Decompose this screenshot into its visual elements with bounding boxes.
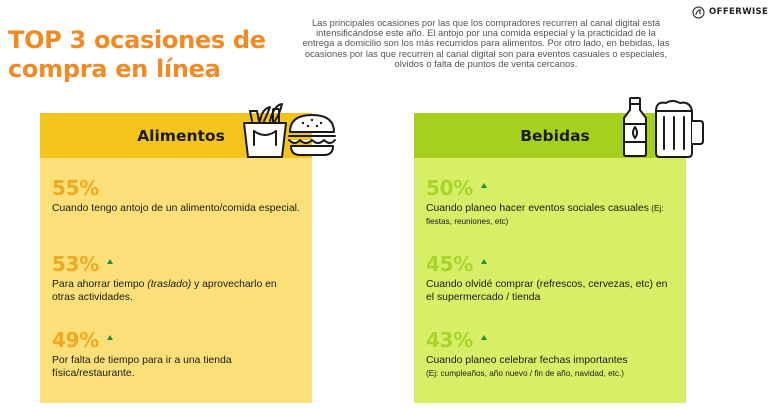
brand-logo: OFFERWISE: [692, 4, 768, 20]
stat-percent: 50%: [426, 176, 473, 200]
stat-description: Cuando olvidé comprar (refrescos, cervez…: [426, 279, 668, 303]
stat-description: Por falta de tiempo para ir a una tienda…: [52, 355, 232, 379]
bebidas-panel: Bebidas 50% Cuando planeo hacer eventos …: [414, 113, 686, 403]
trend-up-icon: [106, 258, 113, 264]
stat-description: Para ahorrar tiempo (traslado) y aprovec…: [52, 279, 277, 303]
brand-name: OFFERWISE: [709, 7, 769, 17]
bebidas-stat-2: 45% Cuando olvidé comprar (refrescos, ce…: [426, 251, 676, 304]
stat-percent: 53%: [52, 252, 99, 276]
bebidas-heading: Bebidas: [520, 126, 590, 145]
bebidas-stat-3: 43% Cuando planeo celebrar fechas import…: [426, 327, 676, 380]
intro-text: Las principales ocasiones por las que lo…: [302, 17, 670, 69]
stat-percent: 45%: [426, 252, 473, 276]
alimentos-stat-2: 53% Para ahorrar tiempo (traslado) y apr…: [52, 251, 302, 304]
stat-percent: 55%: [52, 176, 99, 200]
alimentos-stat-1: 55% Cuando tengo antojo de un alimento/c…: [52, 175, 302, 216]
bebidas-stat-1: 50% Cuando planeo hacer eventos sociales…: [426, 175, 676, 228]
bottle-icon: [623, 97, 647, 157]
stat-description: Cuando tengo antojo de un alimento/comid…: [52, 203, 300, 214]
trend-up-icon: [106, 334, 113, 340]
stat-percent: 43%: [426, 328, 473, 352]
alimentos-stat-3: 49% Por falta de tiempo para ir a una ti…: [52, 327, 302, 380]
beer-mug-icon: [655, 100, 704, 158]
stat-description: Cuando planeo celebrar fechas importante…: [426, 355, 628, 378]
stat-percent: 49%: [52, 328, 99, 352]
trend-up-icon: [480, 258, 487, 264]
trend-up-icon: [480, 334, 487, 340]
grocery-bag-icon: [243, 103, 287, 158]
trend-up-icon: [480, 182, 487, 188]
alimentos-heading: Alimentos: [137, 126, 225, 145]
page-title: TOP 3 ocasiones de compra en línea: [8, 26, 266, 83]
burger-icon: [288, 114, 336, 156]
stat-description: Cuando planeo hacer eventos sociales cas…: [426, 203, 664, 226]
brand-logo-icon: [692, 5, 705, 19]
